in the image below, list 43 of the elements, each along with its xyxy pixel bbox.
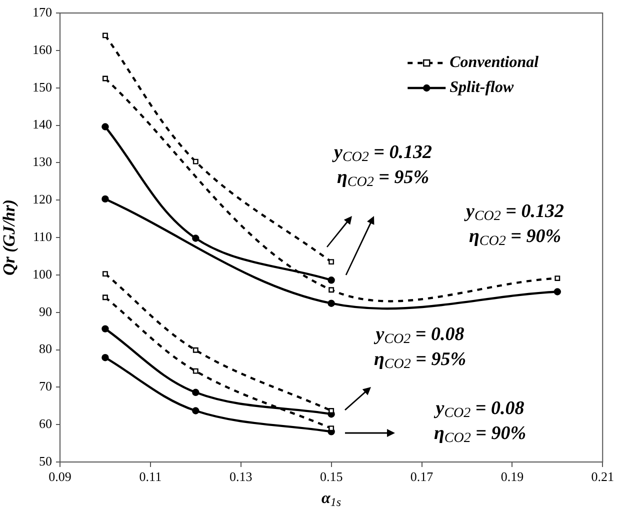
point bbox=[102, 354, 109, 362]
point bbox=[102, 123, 109, 130]
point bbox=[192, 368, 198, 374]
point bbox=[102, 195, 109, 203]
point bbox=[102, 32, 108, 38]
point bbox=[192, 388, 200, 396]
x-tick-label: 0.19 bbox=[500, 469, 524, 484]
y-tick-label: 150 bbox=[32, 79, 52, 94]
point bbox=[192, 158, 198, 164]
point bbox=[102, 271, 108, 277]
y-axis-title: Qr (GJ/hr) bbox=[0, 199, 19, 276]
point bbox=[328, 287, 334, 293]
y-tick-label: 110 bbox=[32, 228, 52, 244]
x-tick-label: 0.09 bbox=[48, 469, 72, 484]
y-tick-label: 80 bbox=[39, 341, 52, 356]
point bbox=[328, 276, 335, 284]
x-tick-label: 0.11 bbox=[139, 469, 162, 484]
y-tick-label: 70 bbox=[39, 378, 52, 394]
point bbox=[328, 300, 335, 307]
point bbox=[554, 276, 560, 282]
y-tick-label: 120 bbox=[32, 192, 52, 207]
y-tick-label: 50 bbox=[39, 453, 52, 468]
y-tick-label: 170 bbox=[32, 4, 52, 20]
x-tick-label: 0.17 bbox=[410, 469, 434, 484]
point bbox=[102, 76, 108, 82]
x-tick-label: 0.15 bbox=[320, 469, 343, 484]
y-tick-label: 90 bbox=[39, 304, 52, 319]
point bbox=[328, 259, 334, 265]
legend-label: Conventional bbox=[450, 54, 540, 72]
point bbox=[192, 234, 200, 242]
y-tick-label: 60 bbox=[39, 416, 52, 432]
y-tick-label: 130 bbox=[32, 154, 52, 170]
point bbox=[192, 407, 200, 414]
x-tick-label: 0.21 bbox=[591, 469, 614, 484]
x-tick-label: 0.13 bbox=[230, 469, 252, 484]
legend-label: Split-flow bbox=[450, 79, 514, 96]
y-tick-label: 140 bbox=[32, 116, 52, 132]
point bbox=[554, 288, 562, 296]
y-tick-label: 160 bbox=[32, 42, 52, 57]
point bbox=[192, 347, 198, 353]
point bbox=[102, 325, 109, 332]
point bbox=[102, 294, 108, 300]
y-tick-label: 100 bbox=[32, 266, 52, 282]
